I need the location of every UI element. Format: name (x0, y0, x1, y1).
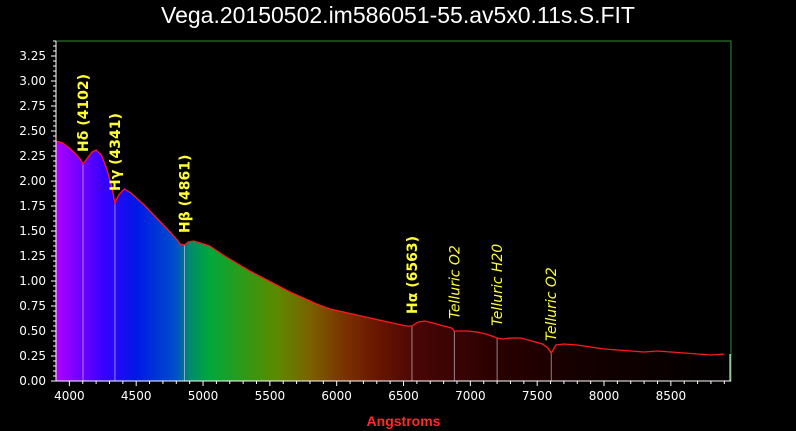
line-label-5: Telluric H20 (490, 244, 506, 326)
axis-layer: 4000 4500 5000 5500 6000 6500 7000 7500 8000 8500… (19, 40, 732, 429)
y-tick-label: 0.00 (19, 374, 46, 388)
spectrum-line (55, 140, 725, 356)
line-label-2: Hβ (4861) (177, 155, 193, 233)
line-label-3: Hα (6563) (405, 236, 421, 314)
y-tick-label: 2.00 (19, 174, 46, 188)
spectrum-fill-layer (56, 141, 725, 381)
y-tick-label: 3.00 (19, 74, 46, 88)
y-tick-label: 1.75 (19, 199, 46, 213)
x-tick-label: 7500 (522, 389, 553, 403)
x-tick-label: 6500 (388, 389, 419, 403)
y-tick-label: 1.00 (19, 274, 46, 288)
y-tick-label: 3.25 (19, 49, 46, 63)
line-label-0: Hδ (4102) (76, 74, 92, 152)
y-tick-label: 0.75 (19, 299, 46, 313)
y-tick-label: 1.50 (19, 224, 46, 238)
line-label-1: Hγ (4341) (108, 113, 124, 191)
x-tick-label: 6000 (321, 389, 352, 403)
y-tick-label: 2.50 (19, 124, 46, 138)
x-axis-label: Angstroms (367, 413, 441, 429)
annotation-layer: Hδ (4102) Hγ (4341) Hβ (4861) Hα (6563) Tell… (76, 74, 560, 341)
x-tick-label: 8000 (589, 389, 620, 403)
spectrum-line-layer (55, 140, 725, 356)
y-tick-label: 2.25 (19, 149, 46, 163)
x-tick-label: 4500 (121, 389, 152, 403)
y-tick-label: 0.25 (19, 349, 46, 363)
y-tick-label: 2.75 (19, 99, 46, 113)
x-tick-label: 5500 (255, 389, 286, 403)
absorption-marker-layer (82, 164, 731, 381)
line-label-6: Telluric O2 (544, 267, 560, 341)
y-tick-label: 1.25 (19, 249, 46, 263)
x-tick-label: 7000 (455, 389, 486, 403)
line-label-4: Telluric O2 (447, 245, 463, 319)
x-tick-label: 5000 (188, 389, 219, 403)
spectrum-area (56, 141, 725, 381)
x-tick-label: 8500 (656, 389, 687, 403)
y-tick-label: 0.50 (19, 324, 46, 338)
x-tick-label: 4000 (54, 389, 85, 403)
chart-title: Vega.20150502.im586051-55.av5x0.11s.S.FI… (161, 2, 635, 28)
